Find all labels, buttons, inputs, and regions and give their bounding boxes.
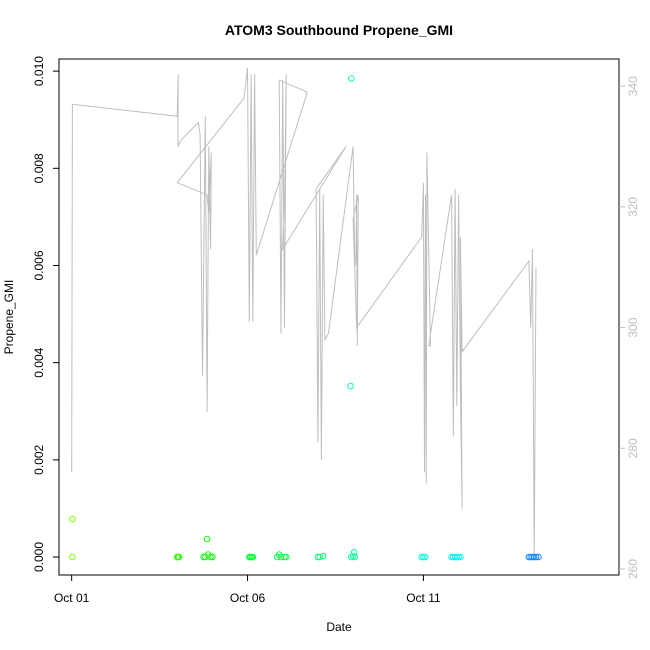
line-series	[71, 68, 537, 557]
x-axis: Oct 01 Oct 06 Oct 11	[54, 575, 441, 605]
points-layer	[69, 75, 542, 561]
data-point	[420, 553, 427, 561]
data-point	[69, 553, 76, 561]
y2-tick-label: 260	[626, 559, 640, 579]
data-point	[351, 553, 359, 561]
data-point	[421, 553, 429, 561]
plot-frame	[58, 58, 620, 576]
y-tick-label: 0.006	[32, 250, 46, 280]
x-tick-label: Oct 06	[230, 591, 266, 605]
data-point	[457, 553, 464, 561]
data-point	[535, 553, 542, 561]
data-point	[249, 553, 257, 561]
data-point	[350, 548, 358, 556]
data-point	[453, 553, 461, 561]
data-point	[532, 553, 540, 561]
y-tick-label: 0.004	[32, 347, 46, 377]
y-axis-right: 260 280 300 320 340	[619, 76, 640, 579]
y-axis-left: 0.000 0.002 0.004 0.006 0.008 0.010	[32, 56, 59, 572]
data-point	[316, 553, 324, 561]
data-point	[209, 553, 216, 561]
y2-tick-label: 340	[626, 76, 640, 96]
y2-tick-label: 300	[626, 317, 640, 337]
data-point	[347, 382, 354, 390]
data-point	[282, 553, 290, 561]
data-point	[530, 553, 538, 561]
y-tick-label: 0.010	[32, 56, 46, 86]
y-tick-label: 0.000	[32, 542, 46, 572]
y-tick-label: 0.008	[32, 153, 46, 183]
y-axis-label: Propene_GMI	[2, 280, 16, 355]
data-point	[455, 553, 462, 561]
y2-tick-label: 320	[626, 197, 640, 217]
data-point	[319, 552, 327, 560]
chart-title: ATOM3 Southbound Propene_GMI	[225, 22, 453, 38]
data-point	[348, 75, 355, 82]
y-tick-label: 0.002	[32, 444, 46, 474]
x-tick-label: Oct 11	[406, 591, 441, 605]
x-axis-label: Date	[326, 620, 352, 634]
x-tick-label: Oct 01	[54, 591, 90, 605]
line-series-layer	[71, 68, 537, 557]
data-point	[69, 515, 76, 523]
data-point	[207, 553, 214, 561]
data-point	[203, 535, 211, 543]
y2-tick-label: 280	[626, 438, 640, 458]
data-point	[175, 553, 183, 561]
